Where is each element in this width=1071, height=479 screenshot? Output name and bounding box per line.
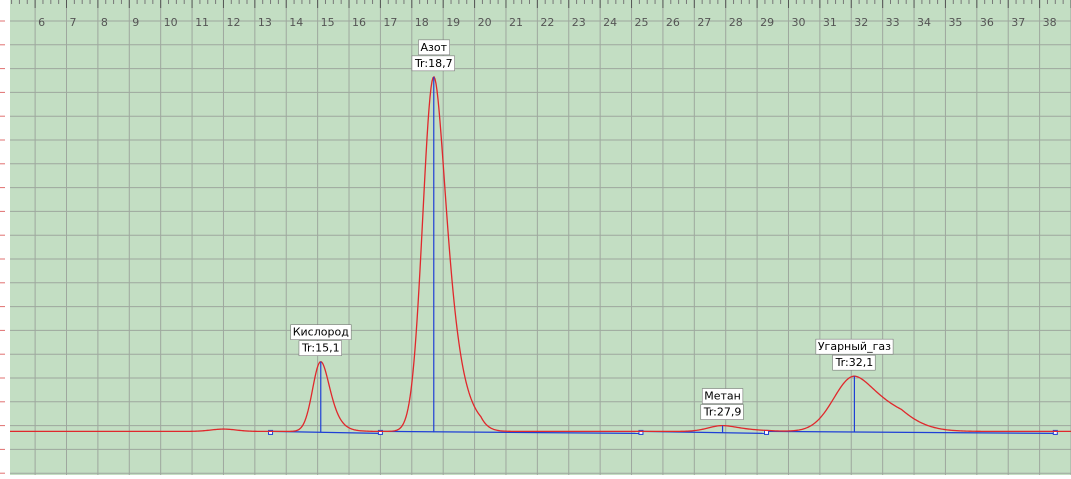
peak-label-box (418, 39, 450, 56)
peak-label-box (700, 404, 744, 420)
x-tick-label: 36 (980, 16, 994, 29)
x-tick-label: 22 (540, 16, 554, 29)
x-tick-label: 20 (478, 16, 492, 29)
peak-rt-label: Tr:27,9 (703, 406, 742, 419)
peak-labels: Кислород Tr:15,1 Азот Tr:18,7 Метан Tr:27,9 Уг… (290, 39, 894, 420)
x-tick-label: 27 (697, 16, 711, 29)
x-tick-label: 32 (854, 16, 868, 29)
x-tick-label: 35 (948, 16, 962, 29)
x-tick-label: 21 (509, 16, 523, 29)
peak-rt-label: Tr:32,1 (835, 356, 874, 369)
peak-label: Метан Tr:27,9 (700, 388, 744, 420)
x-tick-label: 11 (195, 16, 209, 29)
signal (10, 75, 1071, 433)
x-tick-label: 17 (383, 16, 397, 29)
left-edge-strip (0, 0, 10, 475)
x-tick-label: 33 (886, 16, 900, 29)
baseline-segment (766, 430, 1056, 435)
x-tick-label: 19 (446, 16, 460, 29)
x-tick-label: 38 (1043, 16, 1057, 29)
peak-label: Угарный_газ Tr:32,1 (815, 338, 894, 371)
x-tick-label: 10 (164, 16, 178, 29)
x-tick-label: 16 (352, 16, 366, 29)
x-tick-label: 15 (321, 16, 335, 29)
peak-name-label: Метан (704, 390, 741, 403)
x-tick-label: 26 (666, 16, 680, 29)
signal-line (10, 75, 1071, 433)
x-tick-label: 6 (38, 16, 45, 29)
integration-marker[interactable] (268, 429, 274, 435)
x-tick-label: 8 (101, 16, 108, 29)
x-tick-label: 29 (760, 16, 774, 29)
x-tick-label: 23 (572, 16, 586, 29)
x-tick-label: 25 (635, 16, 649, 29)
peak-label-box (290, 324, 352, 340)
x-tick-label: 37 (1011, 16, 1025, 29)
peak-label-box (411, 55, 455, 72)
integration-marker[interactable] (1052, 429, 1058, 435)
x-tick-label: 30 (791, 16, 805, 29)
baseline-segment (380, 430, 641, 435)
peak-rt-label: Tr:15,1 (301, 342, 340, 355)
peak-label-box (832, 354, 876, 371)
peak-label-box (815, 338, 894, 355)
x-tick-label: 12 (226, 16, 240, 29)
x-tick-label: 14 (289, 16, 303, 29)
x-tick-label: 13 (258, 16, 272, 29)
peak-markers (320, 76, 856, 433)
integration-marker[interactable] (638, 429, 644, 435)
x-tick-label: 28 (729, 16, 743, 29)
peak-name-label: Азот (421, 41, 448, 54)
x-tick-label: 34 (917, 16, 931, 29)
peak-name-label: Кислород (293, 326, 349, 339)
peak-name-label: Угарный_газ (818, 340, 891, 353)
peak-rt-label: Tr:18,7 (414, 57, 453, 70)
x-axis-ticks: 6 7 8 9 10 11 12 13 14 15 16 17 18 19 20 21 22 23 24 25 26 27… (11, 0, 1071, 29)
integration-marker[interactable] (377, 429, 383, 435)
peak-label-box (701, 388, 744, 404)
x-tick-label: 31 (823, 16, 837, 29)
peak-label-box (298, 340, 342, 356)
peak-label: Кислород Tr:15,1 (290, 324, 352, 356)
x-tick-label: 24 (603, 16, 617, 29)
x-tick-label: 7 (70, 16, 77, 29)
x-tick-label: 9 (132, 16, 139, 29)
x-tick-label: 18 (415, 16, 429, 29)
peak-label: Азот Tr:18,7 (411, 39, 455, 72)
